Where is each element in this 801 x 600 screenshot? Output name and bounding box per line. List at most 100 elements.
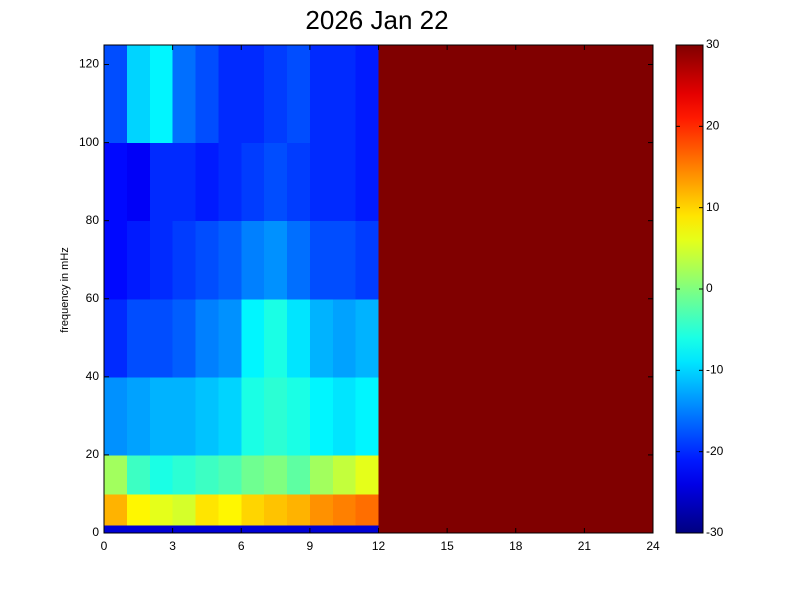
heatmap-cell [264,220,288,300]
heatmap-cell [104,454,128,495]
heatmap-cell [447,45,471,144]
heatmap-cell [401,298,425,378]
heatmap-cell [104,45,128,144]
heatmap-cell [195,525,219,534]
y-tick-label: 40 [86,369,100,383]
y-tick-label: 20 [86,447,100,461]
heatmap-cell [424,220,448,300]
heatmap-cell [492,298,517,378]
heatmap-cell [492,376,517,456]
heatmap-cell [401,142,425,222]
heatmap-cell [149,298,174,378]
heatmap-cell [515,454,540,495]
heatmap-cell [287,298,311,378]
heatmap-cell [584,493,608,526]
heatmap-cell [561,45,585,144]
colorbar [675,44,704,534]
heatmap-cell [538,525,562,534]
heatmap-cell [607,493,631,526]
heatmap-cell [309,376,334,456]
x-tick-label: 3 [169,539,176,553]
heatmap-cell [104,493,128,526]
heatmap-cell [584,298,608,378]
x-tick-label: 0 [101,539,108,553]
heatmap-cell [309,45,334,144]
heatmap-cell [264,298,288,378]
heatmap-cell [218,298,242,378]
heatmap-cell [241,142,265,222]
heatmap-cell [287,376,311,456]
heatmap-cell [195,45,219,144]
heatmap-cell [264,45,288,144]
heatmap-cell [470,142,494,222]
heatmap-cell [149,142,174,222]
heatmap-cell [630,298,654,378]
heatmap-cell [584,220,608,300]
heatmap-cell [561,142,585,222]
heatmap-cell [584,454,608,495]
heatmap-cell [492,142,517,222]
heatmap-cell [287,454,311,495]
heatmap-cell [447,142,471,222]
heatmap-cell [104,220,128,300]
heatmap-cell [195,220,219,300]
heatmap-cell [584,45,608,144]
heatmap-cell [378,525,402,534]
heatmap-cell [378,45,402,144]
heatmap-cell [309,525,334,534]
heatmap-cell [401,45,425,144]
heatmap-cell [492,493,517,526]
heatmap-cell [126,525,151,534]
heatmap-cell [561,493,585,526]
heatmap-cell [424,454,448,495]
heatmap-cell [332,220,357,300]
heatmap-cell [630,376,654,456]
heatmap-cell [378,493,402,526]
colorbar-tick-label: 30 [706,37,720,51]
heatmap-cell [355,493,379,526]
heatmap-cell [241,298,265,378]
y-tick-label: 0 [92,525,99,539]
heatmap-cell [172,525,196,534]
heatmap-cell [607,45,631,144]
heatmap-cell [126,45,151,144]
heatmap-cell [332,525,357,534]
heatmap-cell [561,376,585,456]
y-tick-label: 100 [79,135,99,149]
heatmap-cell [264,454,288,495]
colorbar-tick-label: -30 [706,525,724,539]
heatmap-cell [172,454,196,495]
heatmap-cell [470,298,494,378]
heatmap-cell [607,142,631,222]
heatmap-cell [447,376,471,456]
heatmap-cell [355,376,379,456]
heatmap-cell [424,142,448,222]
heatmap-cell [515,298,540,378]
heatmap-cell [126,493,151,526]
colorbar-tick-label: -10 [706,363,724,377]
heatmap-cell [126,376,151,456]
heatmap-cell [355,142,379,222]
heatmap-cell [424,493,448,526]
heatmap-cell [538,220,562,300]
chart-title: 2026 Jan 22 [305,5,448,35]
heatmap-cell [561,298,585,378]
heatmap-cell [332,298,357,378]
heatmap-cell [172,220,196,300]
heatmap-cell [287,525,311,534]
heatmap-cell [515,142,540,222]
heatmap-cell [470,376,494,456]
heatmap-cell [378,220,402,300]
heatmap-cell [630,45,654,144]
heatmap-cell [492,45,517,144]
heatmap-cell [584,142,608,222]
y-tick-label: 60 [86,291,100,305]
heatmap-cell [470,220,494,300]
colorbar-tick-label: 20 [706,119,720,133]
colorbar-tick-label: 10 [706,200,720,214]
heatmap-cell [355,45,379,144]
heatmap-cell [218,525,242,534]
heatmap-cell [241,454,265,495]
heatmap-cell [149,525,174,534]
heatmap-cell [424,525,448,534]
